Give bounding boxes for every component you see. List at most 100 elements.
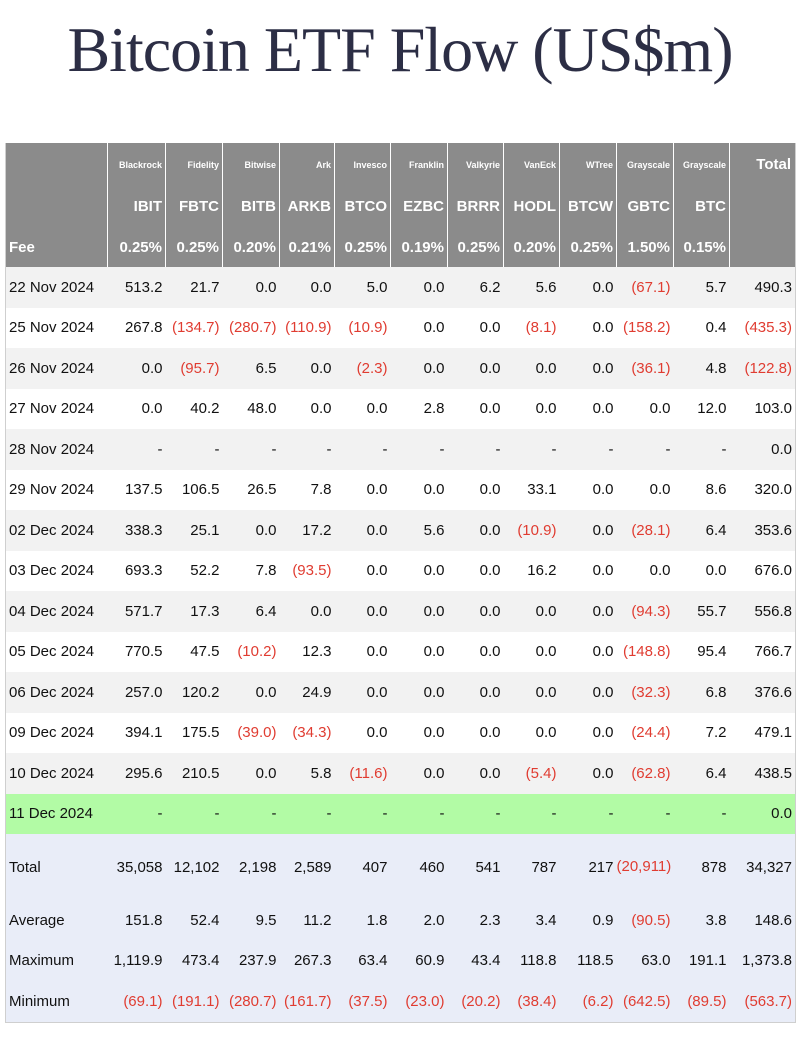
- flow-cell: 16.2: [503, 550, 560, 591]
- date-cell: 11 Dec 2024: [5, 793, 108, 834]
- flow-cell: 460: [390, 834, 448, 900]
- flow-cell: 2.8: [390, 388, 448, 429]
- flow-cell: 0.0: [559, 753, 617, 794]
- flow-cell: 0.0: [559, 307, 617, 348]
- flow-cell: 237.9: [222, 940, 280, 981]
- flow-cell: 0.0: [447, 631, 504, 672]
- flow-cell: 43.4: [447, 940, 504, 981]
- flow-cell: 0.0: [503, 631, 560, 672]
- ticker-header: HODL: [503, 186, 560, 227]
- header-blank: [729, 227, 796, 267]
- flow-cell: (158.2): [616, 307, 674, 348]
- date-cell: 29 Nov 2024: [5, 469, 108, 510]
- flow-cell: 394.1: [107, 712, 166, 753]
- issuer-header-row: Blackrock Fidelity Bitwise Ark Invesco F…: [5, 143, 796, 186]
- total-cell: 766.7: [729, 631, 796, 672]
- flow-cell: 12.0: [673, 388, 730, 429]
- total-cell: 34,327: [729, 834, 796, 900]
- flow-cell: -: [503, 429, 560, 470]
- flow-cell: 0.0: [279, 591, 335, 632]
- flow-cell: (20.2): [447, 981, 504, 1022]
- flow-cell: 0.0: [390, 267, 448, 308]
- total-cell: 103.0: [729, 388, 796, 429]
- fee-value: 0.25%: [107, 227, 166, 267]
- issuer-header: Blackrock: [107, 143, 166, 186]
- flow-cell: 40.2: [165, 388, 223, 429]
- flow-cell: 9.5: [222, 900, 280, 941]
- flow-cell: 0.0: [616, 469, 674, 510]
- flow-cell: 0.0: [559, 550, 617, 591]
- flow-cell: 0.0: [334, 388, 391, 429]
- total-cell: 490.3: [729, 267, 796, 308]
- flow-cell: 0.0: [447, 591, 504, 632]
- flow-cell: -: [616, 793, 674, 834]
- flow-cell: 137.5: [107, 469, 166, 510]
- flow-cell: -: [222, 429, 280, 470]
- flow-cell: 17.3: [165, 591, 223, 632]
- flow-cell: -: [447, 793, 504, 834]
- flow-cell: 0.0: [222, 753, 280, 794]
- fee-value: 1.50%: [616, 227, 674, 267]
- ticker-header: EZBC: [390, 186, 448, 227]
- flow-cell: 0.0: [559, 469, 617, 510]
- flow-cell: -: [447, 429, 504, 470]
- flow-cell: (28.1): [616, 510, 674, 551]
- flow-cell: 2.0: [390, 900, 448, 941]
- table-row: 06 Dec 2024 257.0 120.2 0.0 24.9 0.0 0.0 0.0 0.0…: [5, 672, 796, 713]
- flow-cell: 6.4: [222, 591, 280, 632]
- flow-cell: -: [222, 793, 280, 834]
- flow-cell: 0.0: [447, 348, 504, 389]
- table-row: 27 Nov 2024 0.0 40.2 48.0 0.0 0.0 2.8 0.0 0.0 0.0…: [5, 388, 796, 429]
- flow-cell: 26.5: [222, 469, 280, 510]
- flow-cell: 151.8: [107, 900, 166, 941]
- table-row: 25 Nov 2024 267.8 (134.7) (280.7) (110.9) (10…: [5, 307, 796, 348]
- flow-cell: 95.4: [673, 631, 730, 672]
- flow-cell: (191.1): [165, 981, 223, 1022]
- fee-value: 0.25%: [165, 227, 223, 267]
- flow-cell: 0.0: [334, 591, 391, 632]
- flow-cell: 0.0: [447, 550, 504, 591]
- flow-cell: -: [107, 793, 166, 834]
- flow-cell: (110.9): [279, 307, 335, 348]
- flow-cell: (34.3): [279, 712, 335, 753]
- flow-cell: 6.8: [673, 672, 730, 713]
- flow-cell: -: [165, 429, 223, 470]
- flow-cell: 0.0: [334, 672, 391, 713]
- flow-cell: 48.0: [222, 388, 280, 429]
- flow-cell: 0.0: [390, 550, 448, 591]
- flow-cell: 106.5: [165, 469, 223, 510]
- flow-cell: (5.4): [503, 753, 560, 794]
- ticker-header: FBTC: [165, 186, 223, 227]
- summary-label: Minimum: [5, 981, 108, 1022]
- summary-row: Minimum (69.1) (191.1) (280.7) (161.7) (37.5)…: [5, 981, 796, 1022]
- flow-cell: (69.1): [107, 981, 166, 1022]
- flow-cell: -: [390, 429, 448, 470]
- flow-cell: 47.5: [165, 631, 223, 672]
- flow-cell: (94.3): [616, 591, 674, 632]
- flow-cell: (8.1): [503, 307, 560, 348]
- flow-cell: 6.5: [222, 348, 280, 389]
- ticker-header: BTC: [673, 186, 730, 227]
- date-cell: 25 Nov 2024: [5, 307, 108, 348]
- summary-row: Average 151.8 52.4 9.5 11.2 1.8 2.0 2.3 3.4 0.9 (9…: [5, 900, 796, 941]
- flow-cell: 217: [559, 834, 617, 900]
- flow-cell: 0.0: [447, 469, 504, 510]
- issuer-header: WTree: [559, 143, 617, 186]
- flow-cell: (642.5): [616, 981, 674, 1022]
- flow-cell: 0.0: [279, 388, 335, 429]
- flow-cell: 33.1: [503, 469, 560, 510]
- date-cell: 09 Dec 2024: [5, 712, 108, 753]
- flow-cell: 5.7: [673, 267, 730, 308]
- flow-cell: 0.0: [616, 388, 674, 429]
- flow-cell: 0.0: [559, 712, 617, 753]
- ticker-header: GBTC: [616, 186, 674, 227]
- total-cell: 0.0: [729, 793, 796, 834]
- issuer-header: Valkyrie: [447, 143, 504, 186]
- flow-cell: 0.0: [334, 631, 391, 672]
- total-cell: (122.8): [729, 348, 796, 389]
- flow-cell: 0.0: [334, 550, 391, 591]
- flow-cell: 0.0: [334, 469, 391, 510]
- flow-cell: 0.0: [390, 307, 448, 348]
- flow-cell: 0.0: [559, 631, 617, 672]
- ticker-header: BITB: [222, 186, 280, 227]
